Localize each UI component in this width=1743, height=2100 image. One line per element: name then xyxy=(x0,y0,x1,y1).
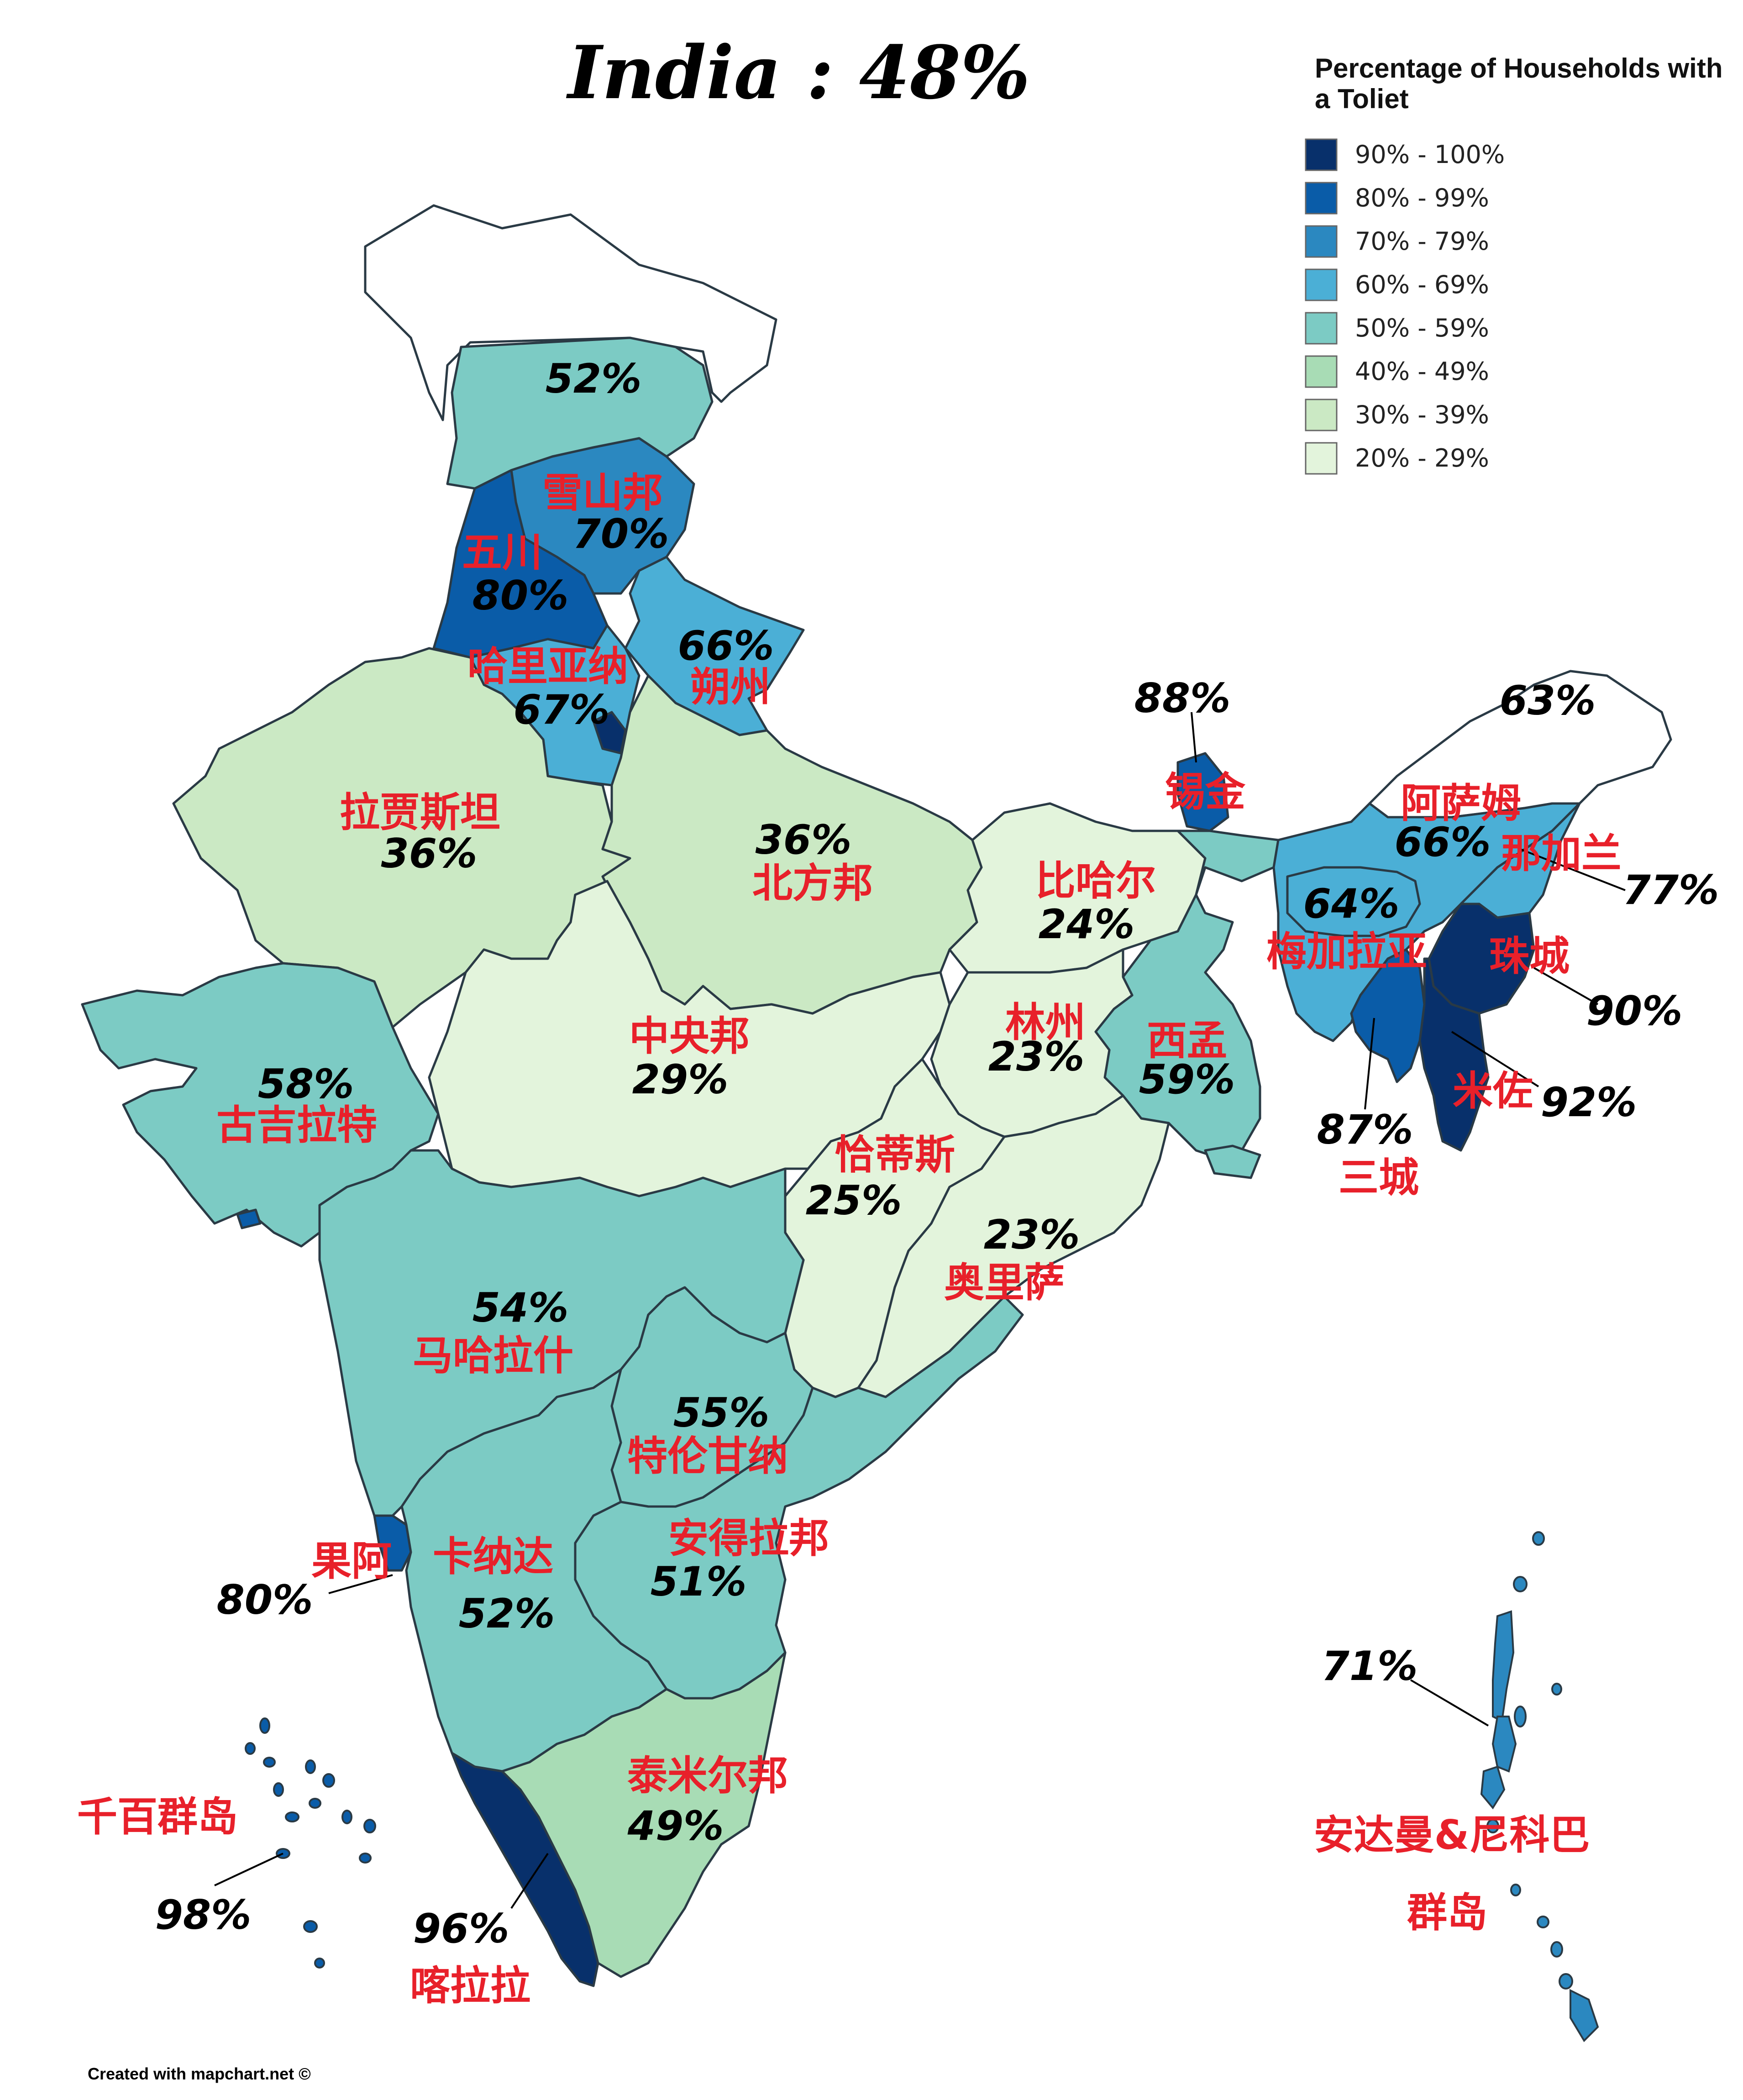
label-assam-value: 66% xyxy=(1395,819,1491,866)
legend-label: 70% - 79% xyxy=(1355,227,1489,256)
label-goa-value: 80% xyxy=(217,1576,313,1623)
label-odisha-name: 奥里萨 xyxy=(944,1259,1065,1306)
label-manipur-value: 90% xyxy=(1586,987,1683,1034)
label-karnataka-name: 卡纳达 xyxy=(433,1533,553,1580)
label-hp-value: 70% xyxy=(573,510,669,557)
label-tn-name: 泰米尔邦 xyxy=(627,1752,788,1799)
region-tamil-nadu[interactable] xyxy=(501,1651,787,1978)
label-jk-value: 52% xyxy=(546,355,642,402)
label-punjab-name: 五川 xyxy=(462,529,542,576)
label-uk-value: 66% xyxy=(678,622,774,669)
label-up-name: 北方邦 xyxy=(752,860,873,907)
region-meghalaya[interactable] xyxy=(1286,866,1421,937)
label-karnataka-value: 52% xyxy=(459,1590,555,1637)
label-mp-value: 29% xyxy=(632,1056,729,1103)
label-chhattisgarh-name: 恰蒂斯 xyxy=(835,1131,955,1178)
label-tn-value: 49% xyxy=(627,1802,724,1849)
label-haryana-name: 哈里亚纳 xyxy=(467,643,628,690)
region-bihar[interactable] xyxy=(948,802,1207,974)
legend-swatch xyxy=(1305,268,1338,301)
label-arunachal-value: 63% xyxy=(1500,677,1596,724)
legend-swatch xyxy=(1305,182,1338,215)
label-maharashtra-value: 54% xyxy=(472,1284,569,1331)
legend-swatch xyxy=(1305,312,1338,345)
label-meghalaya-name: 梅加拉亚 xyxy=(1266,928,1427,975)
label-kerala-value: 96% xyxy=(413,1905,509,1952)
label-up-value: 36% xyxy=(756,816,852,863)
label-tripura-name: 三城 xyxy=(1339,1154,1419,1201)
legend-label: 20% - 29% xyxy=(1355,444,1489,472)
label-wb-value: 59% xyxy=(1139,1056,1235,1103)
label-sikkim-value: 88% xyxy=(1134,675,1231,722)
label-andaman-name-line1: 安达曼&尼科巴 xyxy=(1314,1811,1590,1858)
region-north-disputed xyxy=(364,204,777,421)
label-mp-name: 中央邦 xyxy=(629,1013,750,1060)
label-bihar-value: 24% xyxy=(1039,901,1135,948)
label-jharkhand-value: 23% xyxy=(988,1033,1085,1080)
label-rajasthan-value: 36% xyxy=(381,830,478,877)
legend-swatch xyxy=(1305,442,1338,475)
label-ap-name: 安得拉邦 xyxy=(668,1515,829,1562)
label-gujarat-value: 58% xyxy=(258,1060,354,1108)
region-west-bengal-delta xyxy=(1204,1144,1261,1179)
label-maharashtra-name: 马哈拉什 xyxy=(413,1332,573,1379)
legend-label: 50% - 59% xyxy=(1355,314,1489,342)
label-andaman-name-line2: 群岛 xyxy=(1407,1889,1487,1936)
label-bihar-name: 比哈尔 xyxy=(1035,857,1156,904)
legend-swatch xyxy=(1305,399,1338,431)
label-telangana-name: 特伦甘纳 xyxy=(627,1433,788,1480)
legend-title-line1: Percentage of Households with xyxy=(1315,53,1722,84)
legend-swatch xyxy=(1305,138,1338,171)
label-sikkim-name: 锡金 xyxy=(1165,768,1246,815)
legend-swatch xyxy=(1305,355,1338,388)
legend-title-line2: a Toliet xyxy=(1315,84,1409,114)
label-manipur-name: 珠城 xyxy=(1489,933,1570,980)
label-assam-name: 阿萨姆 xyxy=(1401,780,1521,827)
label-hp-name: 雪山邦 xyxy=(542,469,663,516)
label-lakshadweep-value: 98% xyxy=(155,1891,252,1938)
label-nagaland-name: 那加兰 xyxy=(1501,830,1622,877)
legend-swatch xyxy=(1305,225,1338,258)
label-punjab-value: 80% xyxy=(472,572,569,619)
legend: Percentage of Households with a Toliet 9… xyxy=(1305,53,1722,475)
legend-label: 40% - 49% xyxy=(1355,357,1489,386)
region-goa[interactable] xyxy=(373,1514,412,1572)
legend-label: 30% - 39% xyxy=(1355,400,1489,429)
label-odisha-value: 23% xyxy=(984,1211,1080,1258)
map-title: India : 48% xyxy=(566,30,1030,116)
label-haryana-value: 67% xyxy=(514,686,610,733)
credit-text: Created with mapchart.net © xyxy=(88,2064,311,2083)
label-mizoram-name: 米佐 xyxy=(1453,1067,1533,1114)
label-nagaland-value: 77% xyxy=(1623,866,1719,914)
legend-label: 60% - 69% xyxy=(1355,270,1489,299)
legend-label: 90% - 100% xyxy=(1355,140,1505,169)
label-uk-name: 朔州 xyxy=(690,663,771,710)
label-telangana-value: 55% xyxy=(673,1389,770,1436)
region-sikkim[interactable] xyxy=(1176,752,1229,832)
legend-items: 90% - 100% 80% - 99% 70% - 79% 60% - 69% 50%… xyxy=(1305,138,1505,475)
region-daman xyxy=(236,1208,262,1229)
label-lakshadweep-name: 千百群岛 xyxy=(77,1793,238,1840)
region-tripura[interactable] xyxy=(1350,948,1426,1083)
label-chhattisgarh-value: 25% xyxy=(806,1177,902,1224)
label-wb-name: 西孟 xyxy=(1147,1017,1227,1064)
label-kerala-name: 喀拉拉 xyxy=(410,1962,530,2009)
region-mizoram[interactable] xyxy=(1418,957,1490,1152)
region-labels: 52% 雪山邦 70% 五川 80% 66% 朔州 哈里亚纳 67% 拉贾斯坦 … xyxy=(77,355,1719,2009)
lakshadweep-islands[interactable] xyxy=(245,1717,376,1969)
label-mizoram-value: 92% xyxy=(1541,1079,1637,1126)
legend-label: 80% - 99% xyxy=(1355,184,1489,212)
andaman-nicobar-islands[interactable] xyxy=(1480,1531,1599,2042)
leader-lines xyxy=(214,712,1626,1909)
label-tripura-value: 87% xyxy=(1317,1106,1413,1153)
label-gujarat-name: 古吉拉特 xyxy=(216,1102,377,1149)
label-ap-value: 51% xyxy=(651,1558,747,1605)
label-jharkhand-name: 林州 xyxy=(1005,999,1086,1046)
label-meghalaya-value: 64% xyxy=(1303,880,1400,927)
label-goa-name: 果阿 xyxy=(311,1538,392,1585)
label-rajasthan-name: 拉贾斯坦 xyxy=(340,789,500,836)
label-andaman-value: 71% xyxy=(1322,1643,1418,1690)
